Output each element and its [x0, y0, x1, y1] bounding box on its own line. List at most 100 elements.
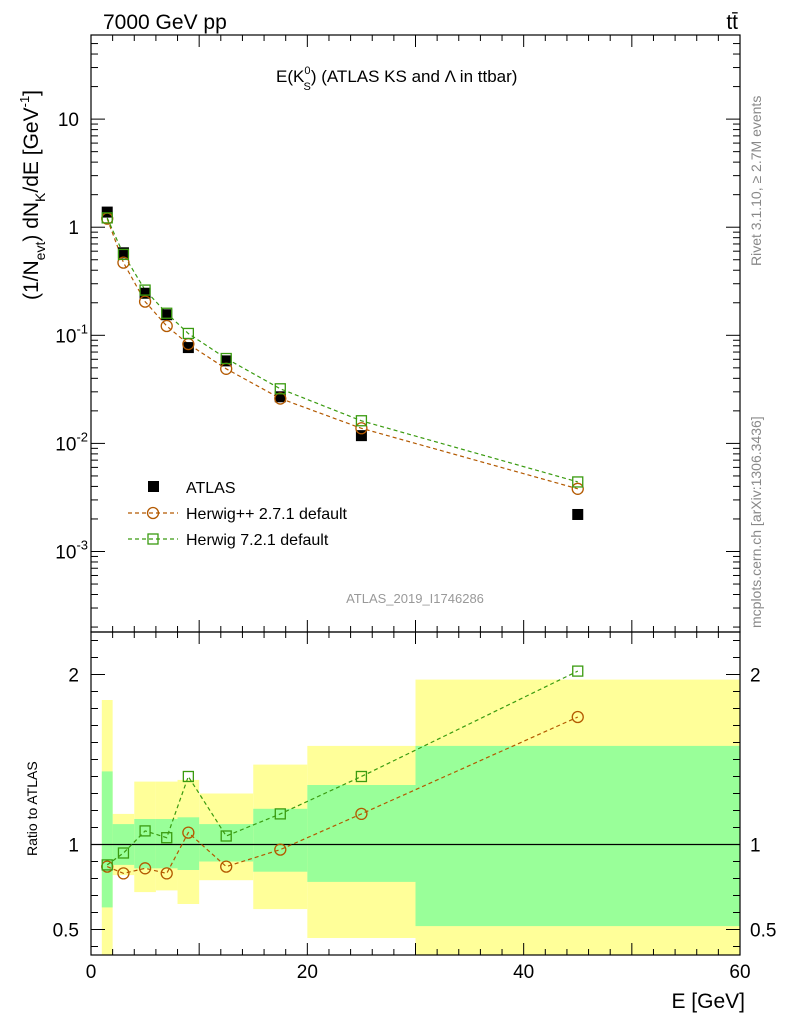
main-point-s2-5	[220, 352, 232, 365]
ratio-band-inner-5	[199, 824, 254, 862]
main-point-s0-7	[355, 430, 367, 442]
main-point-s0-3	[161, 309, 173, 321]
ratio-series-line-0	[106, 716, 579, 875]
legend-atlas-label: ATLAS	[186, 480, 236, 497]
main-point-s1-1	[117, 256, 130, 269]
main-point-s2-2	[139, 284, 151, 296]
ratio-point-s0-2	[138, 862, 152, 875]
ratio-point-s1-6	[274, 808, 286, 820]
ratio-point-s0-7	[355, 807, 368, 821]
main-point-s1-3	[160, 319, 173, 333]
ratio-point-s1-7	[355, 770, 368, 783]
mcplots-label: mcplots.cern.ch [arXiv:1306.3436]	[748, 416, 764, 628]
ratio-y-tick-label: 0.5	[53, 921, 79, 942]
tick-base: 1	[68, 218, 79, 239]
rivet-version-label: Rivet 3.1.10, ≥ 2.7M events	[748, 96, 764, 266]
legend-atlas-marker	[148, 481, 159, 492]
main-point-s0-5	[220, 355, 232, 367]
tick-exponent: -1	[76, 321, 88, 336]
ratio-point-s0-6	[274, 843, 287, 856]
x-tick-label: 20	[297, 962, 318, 983]
ratio-point-s1-3	[161, 832, 173, 844]
ratio-band-inner-3	[155, 819, 178, 869]
ylabel-part-a: (1/N	[20, 260, 43, 300]
ratio-point-s1-0	[101, 859, 113, 871]
main-plot-marks	[101, 206, 584, 520]
main-y-tick-label: 10	[58, 110, 79, 131]
x-tick-label: 60	[729, 962, 750, 983]
ratio-y-tick-label-right: 0.5	[750, 921, 776, 942]
ratio-point-s1-5	[220, 830, 232, 842]
ratio-point-s1-4	[182, 770, 195, 783]
legend-herwigpp-marker	[146, 506, 160, 520]
legend-herwig7-marker	[147, 533, 159, 545]
ratio-y-tick-label-right: 1	[750, 836, 761, 857]
tick-base: 10	[58, 110, 79, 131]
ratio-band-inner-6	[253, 808, 308, 872]
x-axis-label: E [GeV]	[671, 990, 745, 1013]
ratio-y-tick-label: 1	[68, 836, 79, 857]
main-title: E(K0 S) (ATLAS KS and Λ in ttbar)	[276, 65, 517, 93]
main-point-s0-4	[182, 342, 194, 354]
main-point-s2-6	[274, 383, 286, 395]
main-title-sup: 0	[304, 65, 310, 77]
main-point-s0-0	[101, 206, 113, 218]
ratio-point-s1-1	[117, 847, 130, 859]
ratio-y-tick-label: 2	[68, 666, 79, 687]
main-point-s2-4	[182, 327, 195, 340]
ylabel-part-b: evt	[32, 242, 48, 261]
ratio-point-s1-8	[572, 665, 584, 677]
main-series-line-1	[106, 218, 578, 490]
ratio-y-axis-label: Ratio to ATLAS	[24, 761, 40, 856]
ratio-band-inner-4	[177, 817, 200, 870]
x-tick-label: 40	[513, 962, 534, 983]
ratio-y-tick-label-right: 2	[750, 666, 761, 687]
analysis-watermark: ATLAS_2019_I1746286	[346, 591, 484, 606]
main-point-s2-3	[161, 307, 173, 319]
tick-base: 10	[55, 542, 76, 563]
ratio-panel-frame	[90, 631, 741, 956]
main-point-s2-0	[101, 212, 113, 224]
ylabel-part-d: K	[32, 192, 48, 202]
ratio-point-s0-3	[160, 867, 173, 880]
main-point-s2-7	[355, 415, 368, 427]
ylabel-part-e: /dE [GeV	[20, 107, 43, 192]
main-y-tick-label: 10-2	[55, 429, 88, 455]
main-y-axis-label: (1/Nevt) dNK/dE [GeV-1]	[17, 90, 48, 300]
ratio-series-line-1	[106, 670, 579, 866]
main-point-s1-8	[571, 482, 584, 495]
header-process-label: tt̄	[726, 11, 738, 34]
main-title-sub: S	[303, 81, 310, 93]
main-point-s0-6	[274, 391, 286, 403]
tick-base: 10	[55, 434, 76, 455]
ratio-uncertainty-bands	[91, 679, 740, 955]
x-tick-label: 0	[86, 962, 97, 983]
main-title-head: E(K	[276, 67, 305, 86]
ratio-point-s0-8	[571, 710, 584, 724]
ratio-point-s0-4	[182, 826, 195, 839]
main-point-s0-1	[117, 247, 129, 259]
main-point-s0-2	[139, 287, 151, 299]
ratio-band-inner-7	[307, 785, 416, 882]
main-y-tick-label: 10-1	[55, 321, 88, 347]
main-series-line-2	[106, 217, 578, 483]
main-title-tail: ) (ATLAS KS and Λ in ttbar)	[311, 67, 518, 86]
ylabel-part-g: ]	[20, 90, 43, 96]
ratio-band-inner-8	[415, 745, 740, 927]
ratio-point-s0-5	[220, 860, 233, 873]
tick-exponent: -3	[76, 537, 88, 552]
main-point-s2-1	[117, 248, 130, 261]
ratio-plot-marks	[101, 665, 584, 880]
main-point-s2-8	[572, 476, 584, 488]
tick-base: 10	[55, 326, 76, 347]
ratio-point-s1-2	[139, 825, 151, 837]
legend-herwigpp-label: Herwig++ 2.7.1 default	[186, 506, 348, 523]
main-y-tick-label: 10-3	[55, 537, 88, 563]
legend-herwig7-label: Herwig 7.2.1 default	[186, 532, 329, 549]
legend: ATLAS Herwig++ 2.7.1 default Herwig 7.2.…	[128, 480, 348, 549]
main-point-s1-6	[274, 392, 287, 405]
ylabel-part-f: -1	[17, 96, 32, 108]
main-point-s0-8	[572, 508, 584, 520]
